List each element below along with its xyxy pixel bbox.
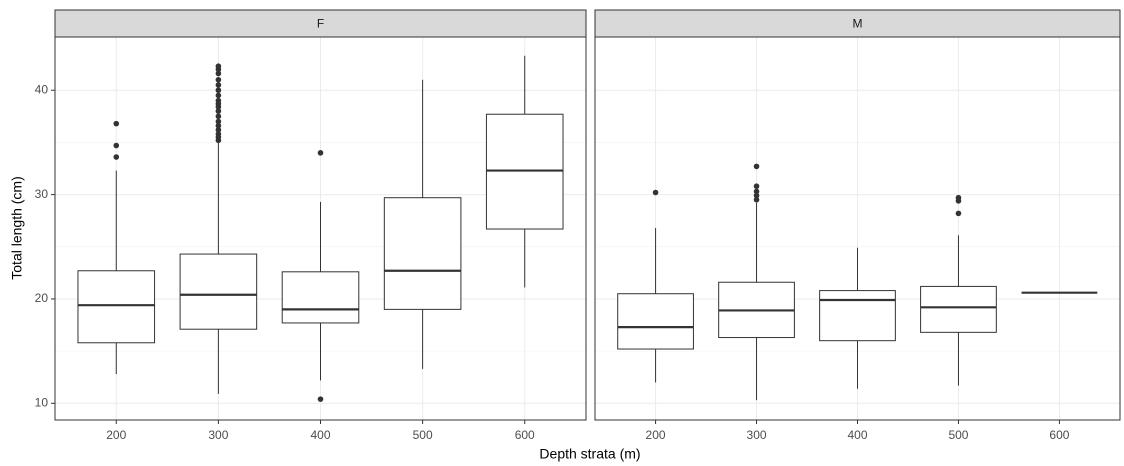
outlier xyxy=(113,120,120,127)
y-tick-label: 30 xyxy=(35,187,49,201)
box xyxy=(179,253,258,330)
x-tick-label: 500 xyxy=(413,428,433,442)
panel-border xyxy=(594,36,1121,421)
outlier xyxy=(753,188,760,195)
x-tick-label: 600 xyxy=(1049,428,1069,442)
outlier xyxy=(215,76,222,83)
outlier xyxy=(955,194,962,201)
outlier xyxy=(317,396,324,402)
outlier xyxy=(113,154,120,160)
box xyxy=(920,285,997,333)
outlier xyxy=(215,118,222,125)
outlier xyxy=(215,108,222,114)
strip xyxy=(54,9,587,38)
outlier xyxy=(215,131,222,137)
outlier xyxy=(652,189,659,196)
outlier xyxy=(753,197,760,203)
box xyxy=(281,271,360,324)
box xyxy=(77,270,156,344)
outlier xyxy=(113,142,120,149)
strip-label: F xyxy=(317,17,324,31)
outlier xyxy=(753,163,760,170)
x-tick-label: 300 xyxy=(208,428,228,442)
outlier xyxy=(215,122,222,129)
x-tick-label: 200 xyxy=(106,428,126,442)
strip xyxy=(594,9,1121,38)
outlier xyxy=(215,92,222,99)
panel-border xyxy=(54,36,587,421)
y-tick-label: 20 xyxy=(35,291,49,305)
x-tick-label: 500 xyxy=(948,428,968,442)
x-axis-title: Depth strata (m) xyxy=(539,446,640,462)
x-tick-label: 400 xyxy=(310,428,330,442)
strip-label: M xyxy=(853,17,863,31)
x-tick-label: 400 xyxy=(847,428,867,442)
x-tick-label: 200 xyxy=(646,428,666,442)
x-tick-label: 600 xyxy=(515,428,535,442)
x-tick-label: 300 xyxy=(747,428,767,442)
outlier xyxy=(317,150,324,156)
outlier xyxy=(215,82,222,88)
outlier xyxy=(753,192,760,199)
outlier xyxy=(215,97,222,104)
outlier xyxy=(955,210,962,217)
y-tick-label: 10 xyxy=(35,395,49,409)
y-tick-label: 40 xyxy=(35,82,49,96)
y-axis-title: Total length (cm) xyxy=(9,176,25,279)
box xyxy=(819,290,896,342)
outlier xyxy=(215,70,222,77)
outlier xyxy=(753,183,760,190)
outlier xyxy=(215,127,222,133)
outlier xyxy=(215,113,222,120)
outlier xyxy=(215,63,222,70)
box xyxy=(383,197,462,310)
outlier xyxy=(215,87,222,94)
box xyxy=(617,293,694,350)
